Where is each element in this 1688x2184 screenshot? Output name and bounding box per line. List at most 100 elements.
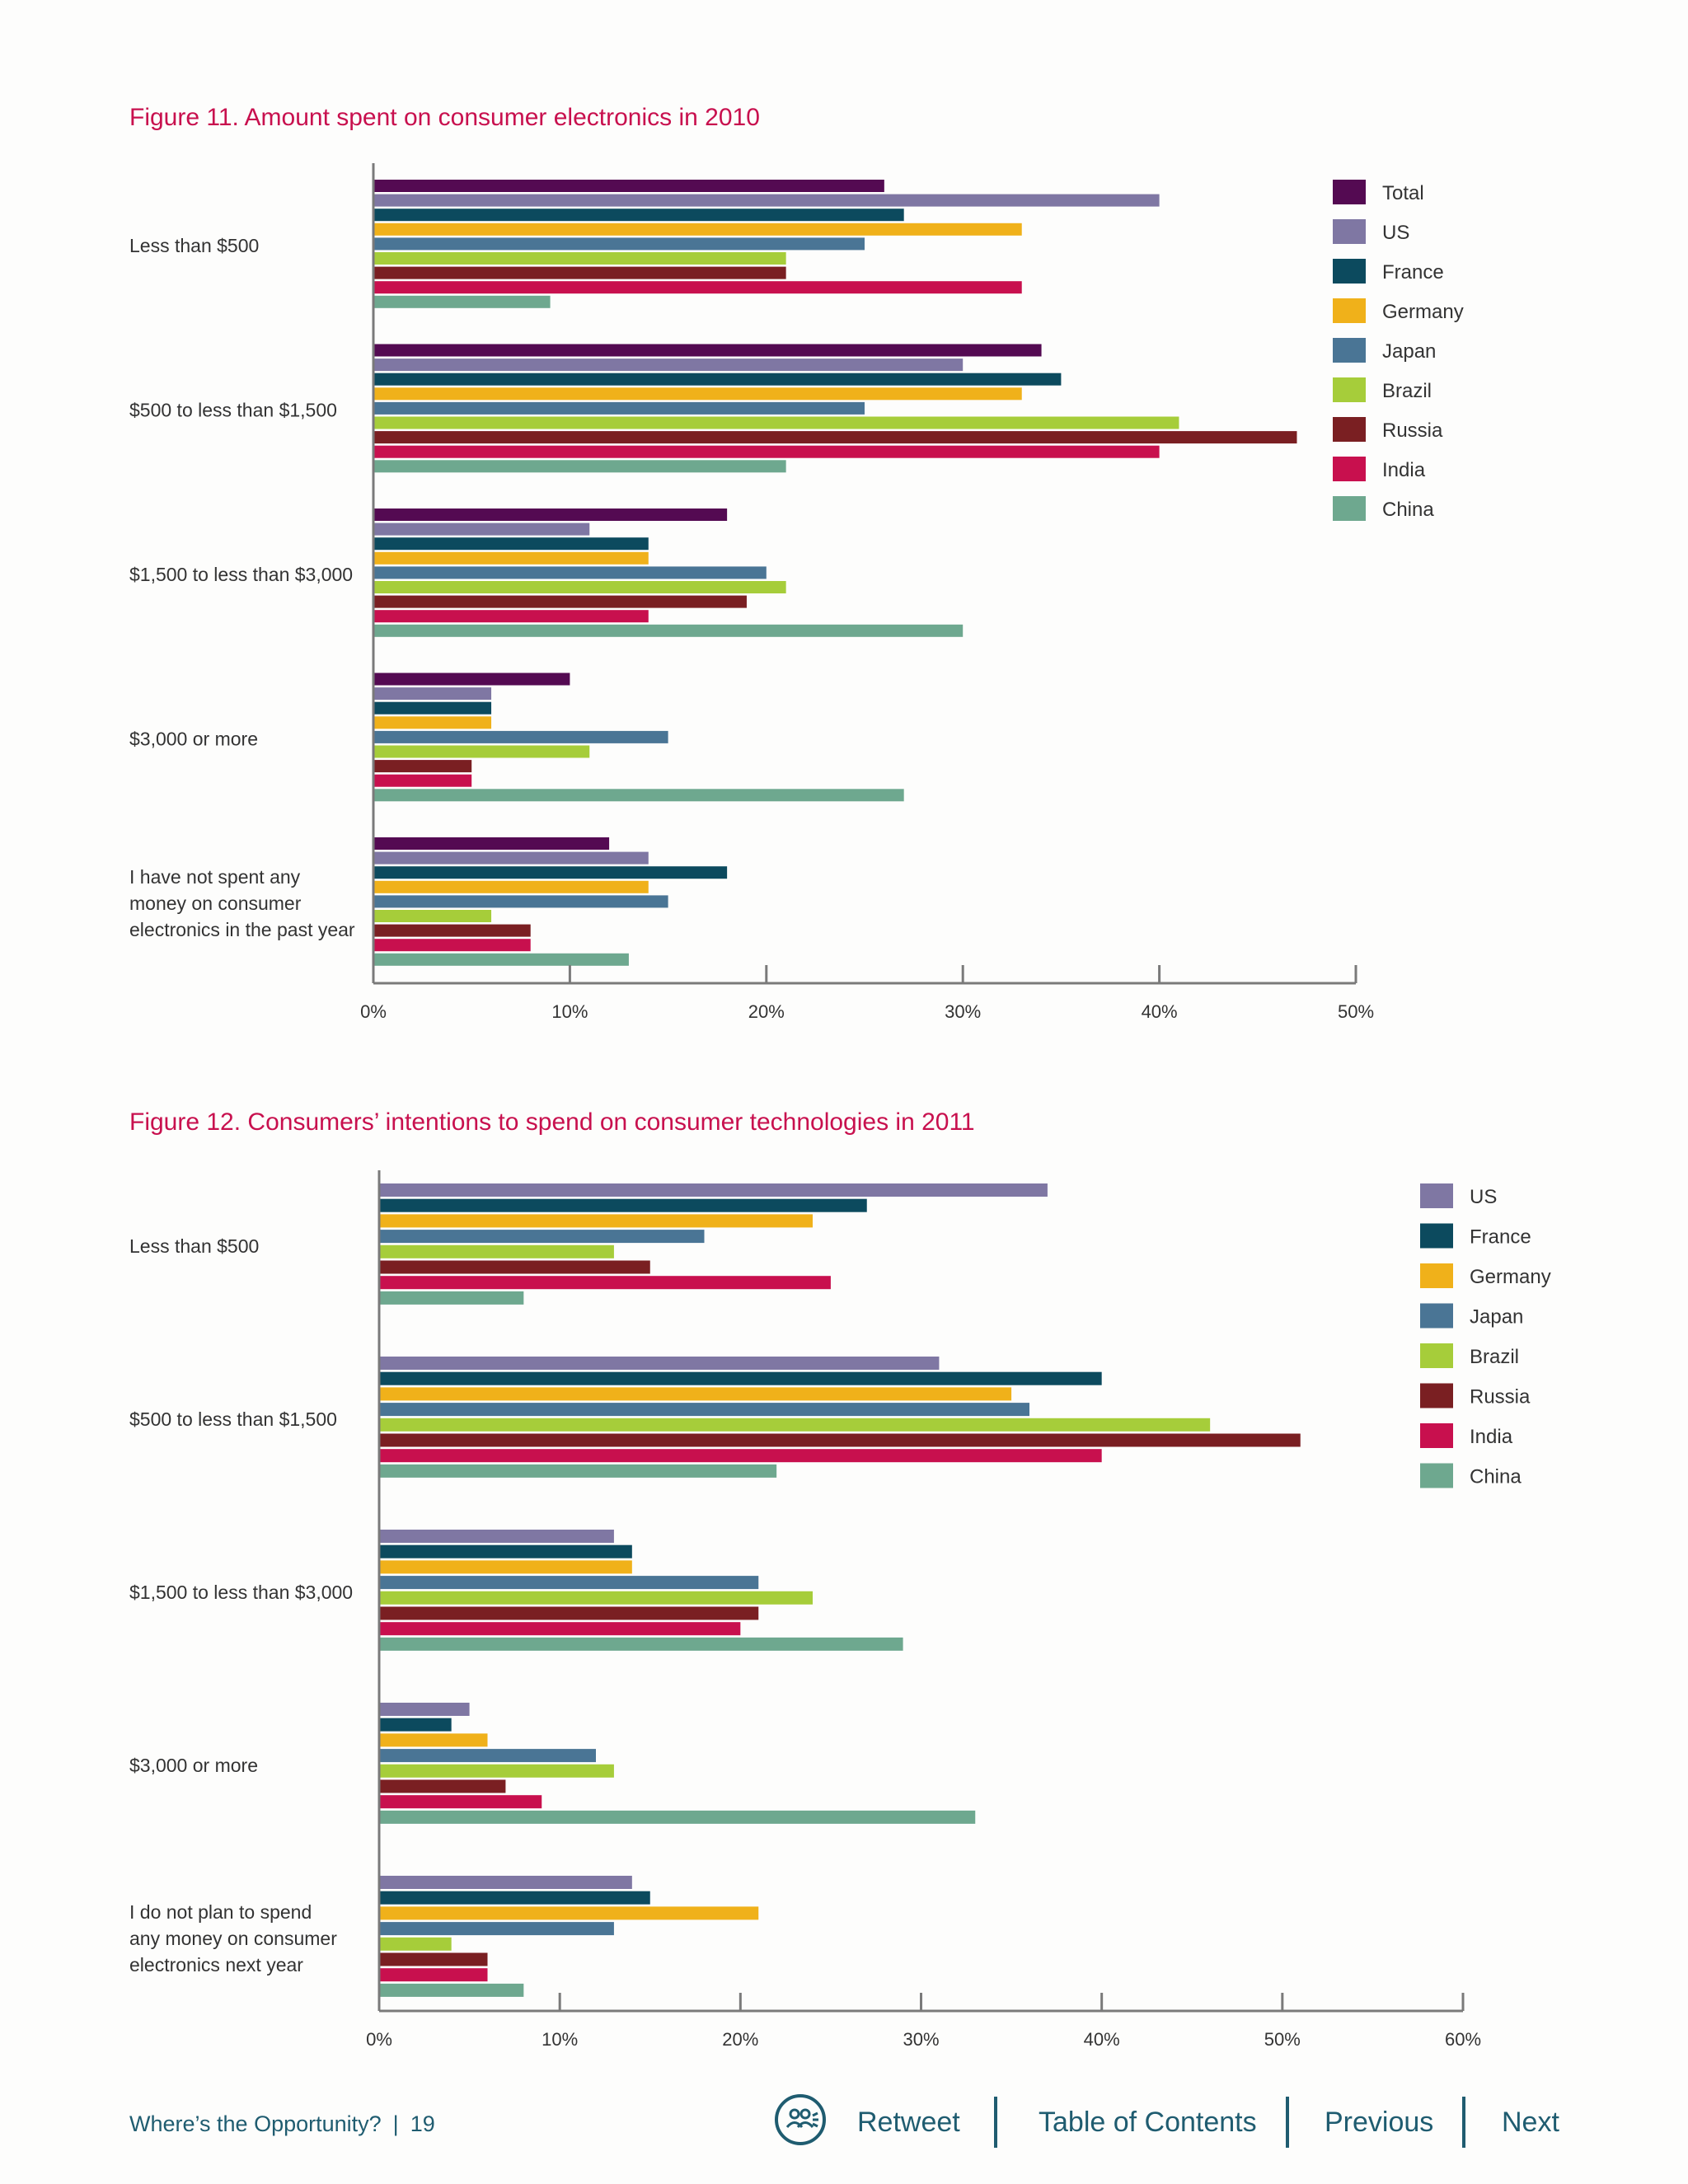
x-tick-label: 30% (903, 2029, 939, 2050)
category-label: $500 to less than $1,500 (129, 400, 337, 421)
bar-russia (379, 1433, 1301, 1447)
legend-label-russia: Russia (1382, 419, 1443, 442)
bar-russia (379, 1606, 759, 1620)
legend-label-germany: Germany (1382, 301, 1464, 323)
figure-11-title: Figure 11. Amount spent on consumer elec… (129, 104, 760, 131)
x-tick-label: 10% (542, 2029, 578, 2050)
legend-label-us: US (1382, 222, 1409, 244)
x-tick-label: 30% (945, 1001, 981, 1022)
bar-india (379, 1449, 1102, 1463)
legend-swatch-france (1333, 259, 1366, 284)
bar-india (379, 1622, 741, 1636)
legend-swatch-france (1420, 1223, 1453, 1249)
bar-us (379, 1357, 940, 1370)
bar-russia (373, 431, 1297, 444)
legend-swatch-germany (1420, 1263, 1453, 1288)
bar-us (373, 359, 964, 372)
bar-brazil (373, 581, 786, 593)
bar-japan (379, 1403, 1029, 1417)
legend-swatch-brazil (1420, 1343, 1453, 1368)
bar-total (373, 837, 610, 850)
bar-germany (373, 880, 649, 893)
bar-france (373, 537, 649, 551)
bar-china (379, 1983, 524, 1997)
retweet-label[interactable]: Retweet (857, 2106, 960, 2138)
x-tick-label: 40% (1142, 1001, 1178, 1022)
bar-us (373, 523, 590, 536)
nav-divider (994, 2097, 997, 2148)
x-tick-label: 40% (1084, 2029, 1120, 2050)
previous-label[interactable]: Previous (1325, 2106, 1434, 2138)
legend-swatch-china (1420, 1463, 1453, 1488)
legend-swatch-us (1333, 219, 1366, 244)
bar-brazil (373, 745, 590, 758)
bar-china (379, 1464, 777, 1478)
legend-label-france: France (1382, 261, 1444, 284)
legend-swatch-russia (1420, 1383, 1453, 1408)
bar-india (373, 610, 649, 623)
bar-china (379, 1637, 903, 1651)
bar-france (379, 1718, 452, 1732)
x-tick-label: 0% (360, 1001, 387, 1022)
bar-brazil (379, 1244, 614, 1258)
bar-china (379, 1810, 976, 1824)
bar-france (379, 1371, 1102, 1385)
x-tick-label: 10% (551, 1001, 588, 1022)
figure-11-chart: Less than $500 $500 to less than $1,500 $1… (129, 163, 1464, 1022)
bar-us (379, 1876, 632, 1889)
bar-germany (373, 223, 1022, 236)
legend-label-brazil: Brazil (1382, 380, 1432, 402)
next-label[interactable]: Next (1502, 2106, 1559, 2138)
bar-total (373, 673, 570, 686)
bar-france (373, 209, 904, 222)
bar-brazil (373, 416, 1179, 429)
bar-us (379, 1183, 1048, 1197)
legend-label-japan: Japan (1382, 340, 1436, 363)
bar-russia (373, 924, 531, 937)
bar-japan (379, 1922, 614, 1936)
category-label: $3,000 or more (129, 1755, 258, 1776)
bar-total (373, 344, 1042, 357)
bar-japan (373, 730, 668, 743)
bar-russia (379, 1952, 488, 1966)
bar-france (373, 701, 492, 715)
bar-china (379, 1291, 524, 1305)
bar-germany (379, 1733, 488, 1747)
bar-brazil (379, 1764, 614, 1778)
category-label: I do not plan to spend any money on consu… (129, 1901, 337, 1975)
legend-label-china: China (1470, 1466, 1522, 1488)
bar-russia (373, 760, 472, 773)
bar-us (373, 851, 649, 865)
people-circle-icon[interactable] (775, 2094, 826, 2145)
next-link[interactable]: Next (1502, 2093, 1559, 2151)
bar-us (379, 1530, 614, 1543)
bar-china (373, 460, 786, 473)
bar-japan (373, 895, 668, 908)
legend-label-india: India (1470, 1426, 1513, 1448)
legend-swatch-germany (1333, 298, 1366, 323)
bar-brazil (379, 1937, 452, 1951)
legend-swatch-japan (1420, 1303, 1453, 1329)
bar-brazil (379, 1418, 1211, 1432)
bar-germany (379, 1387, 1012, 1401)
bar-china (373, 789, 904, 802)
legend-swatch-india (1333, 457, 1366, 481)
retweet-link[interactable]: Retweet (857, 2093, 960, 2151)
table-of-contents-link[interactable]: Table of Contents (1039, 2093, 1257, 2151)
x-tick-label: 20% (722, 2029, 758, 2050)
bar-total (373, 180, 884, 192)
legend-swatch-russia (1333, 417, 1366, 442)
bar-japan (373, 401, 865, 415)
legend-label-total: Total (1382, 182, 1424, 204)
bar-japan (379, 1749, 596, 1763)
page-number: 19 (410, 2111, 435, 2136)
bar-germany (373, 716, 492, 729)
bar-india (379, 1968, 488, 1982)
bar-japan (373, 237, 865, 251)
category-label: Less than $500 (129, 1235, 259, 1257)
toc-label[interactable]: Table of Contents (1039, 2106, 1257, 2138)
bar-us (373, 687, 492, 701)
previous-link[interactable]: Previous (1325, 2093, 1433, 2151)
legend-swatch-total (1333, 180, 1366, 204)
bar-india (379, 1276, 831, 1290)
